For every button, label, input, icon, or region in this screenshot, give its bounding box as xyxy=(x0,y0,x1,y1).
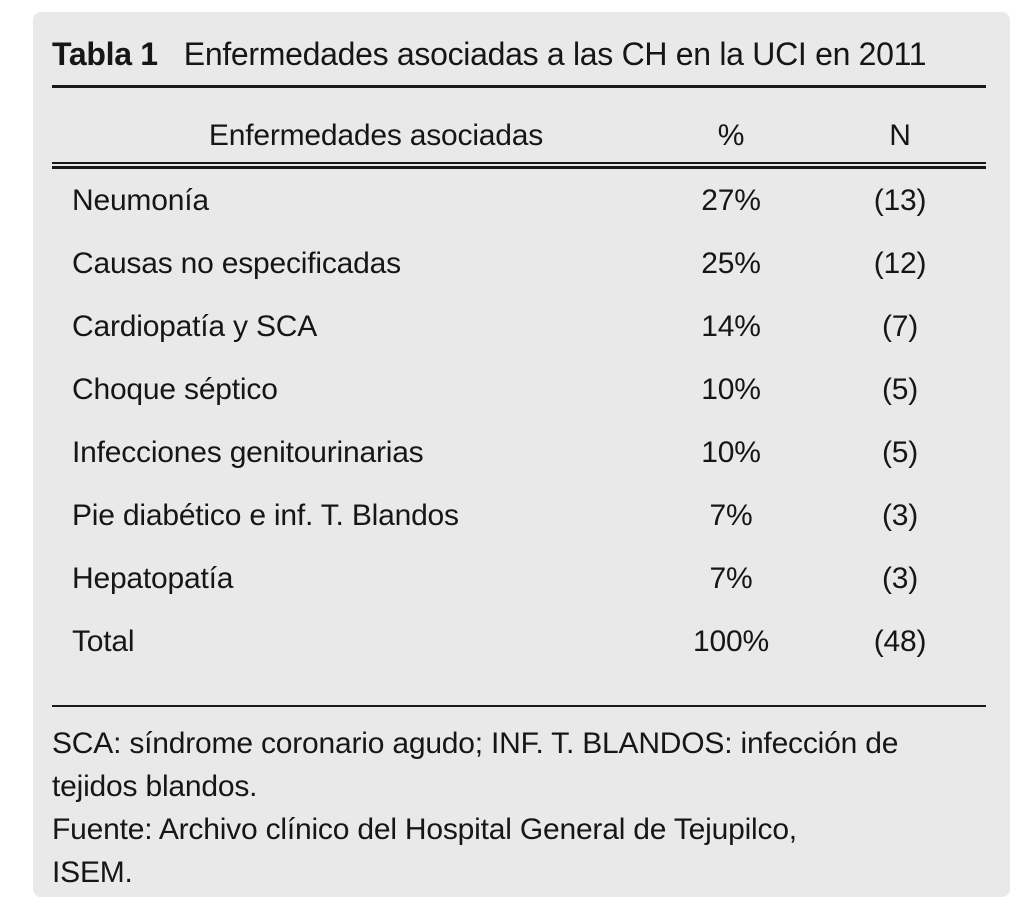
cell-n: (48) xyxy=(873,624,927,658)
cell-n: (3) xyxy=(881,498,919,532)
footnote-line: SCA: síndrome coronario agudo; INF. T. B… xyxy=(52,727,899,760)
cell-disease: Pie diabético e inf. T. Blandos xyxy=(72,498,459,532)
figure-title-label: Tabla 1 xyxy=(52,36,158,72)
cell-percent: 7% xyxy=(709,498,753,532)
title-rule xyxy=(52,85,986,88)
cell-percent: 10% xyxy=(701,372,761,406)
cell-n: (3) xyxy=(881,561,919,595)
cell-disease: Neumonía xyxy=(72,183,209,217)
table-body: Neumonía 27% (13) Causas no especificada… xyxy=(52,169,986,673)
table-figure-panel: Tabla 1 Enfermedades asociadas a las CH e… xyxy=(33,12,1010,897)
table-row: Choque séptico 10% (5) xyxy=(52,358,986,421)
cell-disease: Causas no especificadas xyxy=(72,246,401,280)
cell-percent: 10% xyxy=(701,435,761,469)
column-header-n: N xyxy=(889,119,911,152)
cell-n: (5) xyxy=(881,372,919,406)
cell-n: (13) xyxy=(873,183,927,217)
figure-title-text: Enfermedades asociadas a las CH en la UC… xyxy=(183,36,927,72)
table-header-row: Enfermedades asociadas % N xyxy=(52,88,986,162)
footnote-line: ISEM. xyxy=(52,856,133,889)
table-row: Hepatopatía 7% (3) xyxy=(52,547,986,610)
footnote-line: tejidos blandos. xyxy=(52,770,258,803)
table-footnotes: SCA: síndrome coronario agudo; INF. T. B… xyxy=(52,722,986,894)
footer-rule xyxy=(52,705,986,707)
cell-disease: Cardiopatía y SCA xyxy=(72,309,318,343)
cell-disease: Hepatopatía xyxy=(72,561,234,595)
cell-n: (12) xyxy=(873,246,927,280)
footnote-line: Fuente: Archivo clínico del Hospital Gen… xyxy=(52,813,797,846)
table-row: Neumonía 27% (13) xyxy=(52,169,986,232)
table-row: Causas no especificadas 25% (12) xyxy=(52,232,986,295)
table-row: Total 100% (48) xyxy=(52,610,986,673)
cell-percent: 7% xyxy=(709,561,753,595)
cell-percent: 100% xyxy=(693,624,769,658)
cell-n: (7) xyxy=(881,309,919,343)
cell-disease: Choque séptico xyxy=(72,372,278,406)
column-header-disease: Enfermedades asociadas xyxy=(208,119,544,152)
table-row: Infecciones genitourinarias 10% (5) xyxy=(52,421,986,484)
figure-title: Tabla 1 Enfermedades asociadas a las CH e… xyxy=(52,12,986,72)
cell-disease: Total xyxy=(72,624,135,658)
cell-percent: 27% xyxy=(701,183,761,217)
table-row: Pie diabético e inf. T. Blandos 7% (3) xyxy=(52,484,986,547)
cell-disease: Infecciones genitourinarias xyxy=(72,435,424,469)
cell-n: (5) xyxy=(881,435,919,469)
table-row: Cardiopatía y SCA 14% (7) xyxy=(52,295,986,358)
cell-percent: 14% xyxy=(701,309,761,343)
cell-percent: 25% xyxy=(701,246,761,280)
header-double-rule xyxy=(52,162,986,169)
column-header-percent: % xyxy=(717,119,745,152)
